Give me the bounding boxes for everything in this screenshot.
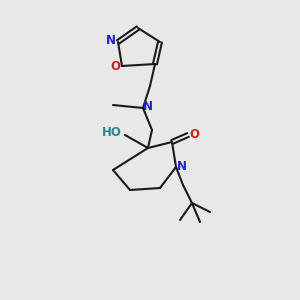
Text: HO: HO — [102, 127, 122, 140]
Text: N: N — [143, 100, 153, 113]
Text: O: O — [110, 61, 120, 74]
Text: N: N — [106, 34, 116, 47]
Text: N: N — [177, 160, 187, 173]
Text: O: O — [189, 128, 199, 142]
